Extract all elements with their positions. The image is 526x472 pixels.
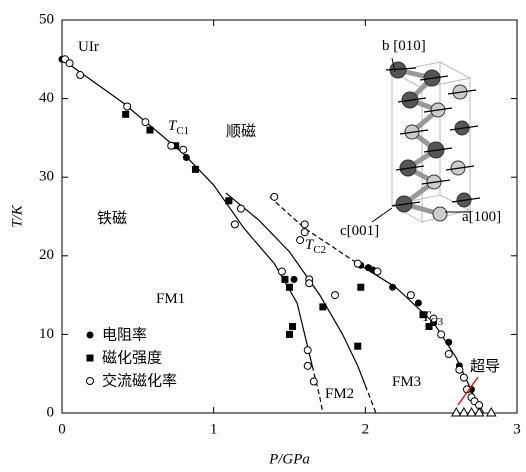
annotation-text: FM3 <box>392 374 421 390</box>
point <box>289 323 296 330</box>
phase-boundary <box>365 385 376 413</box>
y-axis-label: T/K <box>9 204 25 228</box>
point <box>306 280 313 287</box>
annotation: b [010] <box>382 38 426 54</box>
annotation: 铁磁 <box>97 209 127 227</box>
point <box>460 374 467 381</box>
annotation: c[001] <box>340 223 379 239</box>
x-tick-label: 3 <box>513 421 521 437</box>
y-tick-label: 40 <box>39 90 54 106</box>
point <box>452 408 461 416</box>
point <box>304 362 311 369</box>
annotation: UIr <box>78 39 99 55</box>
point <box>286 284 293 291</box>
legend-label: 磁化强度 <box>102 349 162 367</box>
annotation: TC1 <box>168 118 189 136</box>
point <box>354 260 361 267</box>
point <box>291 276 298 283</box>
point <box>438 331 445 338</box>
point <box>142 119 149 126</box>
y-tick-label: 30 <box>39 169 54 185</box>
annotation-text: 超导 <box>470 357 500 375</box>
point <box>192 166 199 173</box>
y-tick-label: 20 <box>39 247 54 263</box>
x-tick-label: 0 <box>58 421 66 437</box>
annotation: TC3 <box>422 309 444 327</box>
point <box>487 408 496 416</box>
point <box>415 299 422 306</box>
y-tick-label: 10 <box>39 326 54 342</box>
point <box>231 221 238 228</box>
annotation-text: a[100] <box>462 209 501 225</box>
point <box>354 343 361 350</box>
point <box>87 378 94 385</box>
x-axis-label: P/GPa <box>268 451 310 467</box>
annotation: FM3 <box>392 374 421 390</box>
point <box>66 60 73 67</box>
annotation-subscript: C1 <box>176 125 189 137</box>
annotation-subscript: C3 <box>430 316 443 328</box>
y-tick-label: 50 <box>39 11 54 27</box>
annotation-text: 顺磁 <box>226 122 256 140</box>
point <box>286 331 293 338</box>
point <box>225 197 232 204</box>
annotation-text: FM1 <box>156 291 185 307</box>
point <box>180 146 187 153</box>
annotation: 顺磁 <box>226 122 256 140</box>
annotation-text: 铁磁 <box>97 209 127 227</box>
point <box>301 229 308 236</box>
phase-boundary <box>226 193 366 386</box>
point <box>445 351 452 358</box>
annotation-subscript: C2 <box>313 244 326 256</box>
annotation: 超导 <box>470 357 500 375</box>
point <box>459 408 468 416</box>
point <box>304 347 311 354</box>
point <box>146 127 153 134</box>
annotation: FM2 <box>325 386 354 402</box>
x-tick-label: 1 <box>210 421 218 437</box>
y-tick-label: 0 <box>47 404 55 420</box>
point <box>278 268 285 275</box>
point <box>124 103 131 110</box>
point <box>281 276 288 283</box>
point <box>237 205 244 212</box>
legend-label: 交流磁化率 <box>102 372 177 390</box>
annotation-text: b [010] <box>382 38 426 54</box>
point <box>168 142 175 149</box>
point <box>467 408 476 416</box>
point <box>297 237 304 244</box>
point <box>310 378 317 385</box>
annotation: a[100] <box>462 209 501 225</box>
crystal-inset <box>372 58 480 222</box>
point <box>374 268 381 275</box>
point <box>332 292 339 299</box>
phase-boundary <box>312 366 323 413</box>
point <box>407 292 414 299</box>
point <box>87 355 94 362</box>
point <box>301 221 308 228</box>
x-tick-label: 2 <box>362 421 370 437</box>
point <box>77 72 84 79</box>
chart: 012301020304050P/GPaT/K电阻率磁化强度交流磁化率UIrTC… <box>0 0 526 472</box>
point <box>475 408 484 416</box>
annotation-text: UIr <box>78 39 99 55</box>
point <box>357 284 364 291</box>
legend-label: 电阻率 <box>102 326 147 344</box>
point <box>319 303 326 310</box>
point <box>445 339 452 346</box>
annotation-text: c[001] <box>340 223 379 239</box>
annotation-text: FM2 <box>325 386 354 402</box>
point <box>456 366 463 373</box>
point <box>122 111 129 118</box>
point <box>87 332 94 339</box>
point <box>389 284 396 291</box>
point <box>271 193 278 200</box>
point <box>183 154 190 161</box>
annotation: FM1 <box>156 291 185 307</box>
